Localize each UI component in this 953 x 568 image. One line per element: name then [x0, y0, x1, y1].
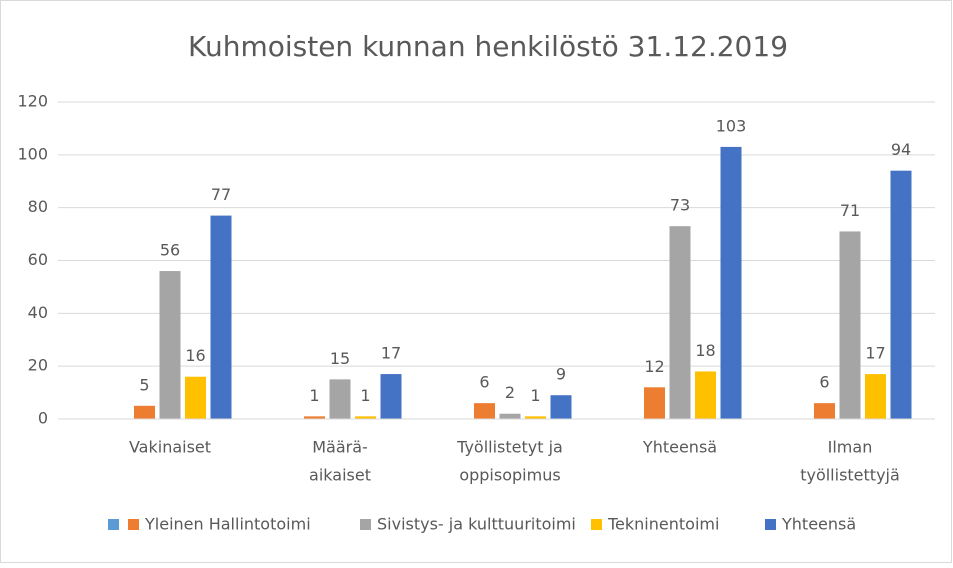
data-label: 5	[139, 375, 149, 394]
bar	[695, 371, 716, 419]
y-tick-label: 60	[28, 250, 48, 269]
bar	[814, 403, 835, 419]
data-label: 18	[695, 341, 715, 360]
bar	[380, 374, 402, 419]
bar	[644, 387, 665, 419]
data-label: 94	[891, 140, 911, 159]
legend-label: Tekninentoimi	[607, 515, 719, 534]
x-tick-label: työllistettyjä	[800, 466, 900, 485]
x-tick-label: aikaiset	[309, 466, 371, 485]
bar	[134, 405, 155, 419]
data-label: 17	[381, 344, 401, 363]
y-tick-label: 100	[17, 144, 48, 163]
bar	[185, 376, 206, 419]
data-label: 1	[360, 386, 370, 405]
data-label: 6	[479, 373, 489, 392]
bar	[890, 170, 912, 419]
data-label: 56	[160, 241, 180, 260]
legend-swatch	[128, 519, 139, 530]
data-label: 15	[330, 349, 350, 368]
y-tick-label: 0	[38, 409, 48, 428]
bar	[839, 231, 861, 419]
y-tick-label: 80	[28, 197, 48, 216]
bar	[210, 215, 232, 419]
bar	[329, 379, 351, 419]
data-label: 77	[211, 185, 231, 204]
legend-swatch	[765, 519, 776, 530]
bar	[499, 413, 521, 419]
bar	[355, 416, 376, 419]
y-tick-label: 120	[17, 92, 48, 111]
data-label: 71	[840, 201, 860, 220]
bar	[865, 374, 886, 419]
data-label: 1	[309, 386, 319, 405]
x-tick-label: oppisopimus	[459, 466, 560, 485]
data-label: 6	[819, 373, 829, 392]
legend-swatch	[591, 519, 602, 530]
bar	[525, 416, 546, 419]
bar	[159, 271, 181, 419]
x-tick-label: Ilman	[828, 438, 873, 457]
data-label: 1	[530, 386, 540, 405]
x-tick-label: Työllistetyt ja	[456, 438, 563, 457]
legend-swatch	[360, 519, 371, 530]
chart-title: Kuhmoisten kunnan henkilöstö 31.12.2019	[188, 30, 788, 63]
legend-swatch	[108, 519, 119, 530]
bar	[720, 146, 742, 420]
legend-label: Yhteensä	[781, 515, 856, 534]
legend-label: Yleinen Hallintotoimi	[144, 515, 311, 534]
data-label: 12	[644, 357, 664, 376]
y-tick-label: 20	[28, 356, 48, 375]
data-label: 73	[670, 196, 690, 215]
bar	[304, 416, 325, 419]
y-tick-label: 40	[28, 303, 48, 322]
data-label: 16	[185, 346, 205, 365]
x-tick-label: Määrä-	[312, 438, 368, 457]
bar	[474, 403, 495, 419]
x-tick-label: Vakinaiset	[129, 438, 211, 457]
data-label: 2	[505, 383, 515, 402]
bar	[669, 226, 691, 419]
data-label: 9	[556, 365, 566, 384]
legend-label: Sivistys- ja kulttuuritoimi	[377, 515, 576, 534]
bar	[550, 395, 572, 419]
x-tick-label: Yhteensä	[642, 438, 717, 457]
data-label: 103	[716, 116, 747, 135]
data-label: 17	[865, 344, 885, 363]
